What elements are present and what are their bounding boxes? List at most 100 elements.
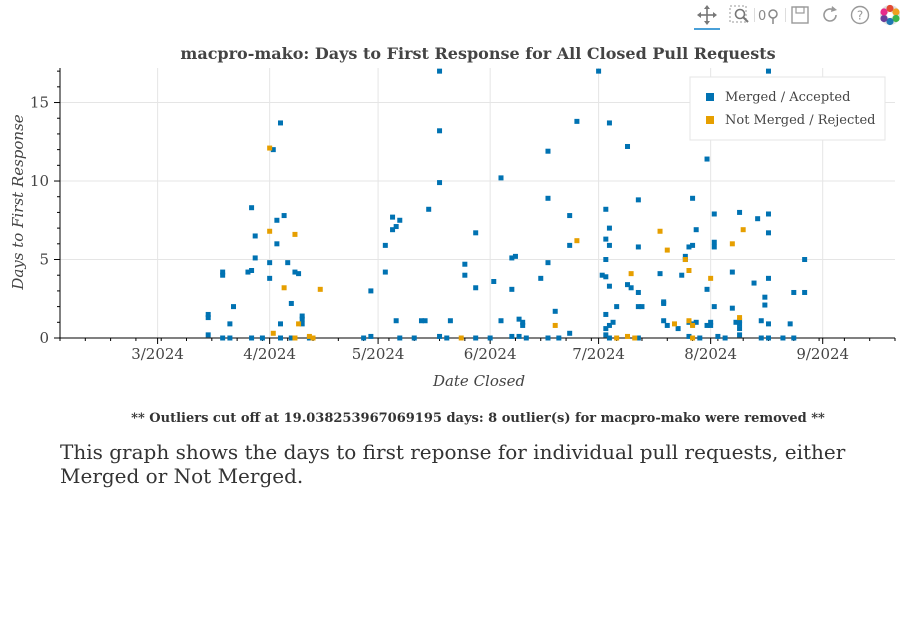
merged-point — [538, 275, 544, 281]
not-merged-point — [686, 268, 692, 273]
merged-point — [426, 206, 432, 212]
merged-point — [296, 271, 302, 277]
merged-point — [765, 335, 771, 341]
merged-point — [603, 236, 609, 242]
not-merged-point — [574, 238, 580, 244]
y-tick-label: 15 — [30, 94, 49, 112]
legend: Merged / Accepted Not Merged / Rejected — [689, 76, 886, 141]
merged-point — [523, 335, 529, 341]
not-merged-point — [708, 275, 714, 281]
merged-point — [657, 271, 663, 277]
legend-swatch — [706, 116, 714, 124]
merged-point — [545, 335, 551, 341]
legend-label: Not Merged / Rejected — [725, 113, 875, 128]
y-tick-label: 5 — [39, 251, 49, 269]
merged-point — [599, 272, 605, 278]
merged-point — [765, 321, 771, 327]
not-merged-point — [737, 315, 743, 321]
not-merged-point — [729, 241, 735, 247]
not-merged-point — [296, 321, 302, 327]
merged-point — [755, 216, 761, 222]
merged-point — [411, 335, 417, 341]
merged-point — [418, 318, 424, 324]
merged-point — [556, 335, 562, 341]
merged-point — [393, 224, 399, 230]
box-zoom-icon[interactable] — [726, 2, 752, 28]
merged-point — [220, 269, 226, 275]
merged-point — [679, 272, 685, 278]
save-icon[interactable] — [787, 2, 813, 28]
merged-point — [270, 147, 276, 153]
merged-point — [231, 304, 237, 310]
merged-point — [299, 316, 305, 322]
merged-point — [711, 211, 717, 217]
merged-point — [520, 319, 526, 325]
merged-point — [737, 209, 743, 215]
merged-point — [567, 242, 573, 248]
scatter-chart: macpro-mako: Days to First Response for … — [9, 44, 896, 426]
pan-icon[interactable] — [694, 2, 720, 30]
merged-point — [249, 335, 255, 341]
axes: 3/2024 4/2024 5/2024 6/2024 7/2024 8/2024 9/20… — [30, 68, 896, 363]
merged-point — [711, 239, 717, 245]
merged-point — [516, 333, 522, 339]
merged-point — [791, 335, 797, 341]
merged-point — [628, 285, 634, 291]
merged-point — [285, 260, 291, 266]
merged-point — [787, 321, 793, 327]
merged-point — [437, 68, 443, 74]
merged-point — [245, 269, 251, 275]
merged-point — [682, 253, 688, 259]
not-merged-point — [657, 228, 663, 234]
merged-point — [661, 300, 667, 306]
merged-point — [715, 333, 721, 339]
merged-point — [606, 322, 612, 328]
merged-point — [274, 241, 280, 247]
merged-point — [509, 333, 515, 339]
merged-point — [520, 322, 526, 328]
merged-point — [693, 227, 699, 233]
not-merged-point — [270, 330, 276, 336]
merged-point — [567, 213, 573, 219]
merged-point — [277, 321, 283, 327]
merged-point — [675, 326, 681, 332]
not-merged-point — [281, 285, 287, 291]
merged-point — [603, 274, 609, 280]
merged-point — [802, 289, 808, 295]
not-merged-point — [552, 322, 558, 328]
merged-point — [686, 333, 692, 339]
merged-point — [288, 335, 294, 341]
y-tick-label: 0 — [39, 329, 49, 347]
merged-point — [473, 230, 479, 236]
merged-point — [397, 217, 403, 223]
merged-point — [762, 302, 768, 308]
merged-point — [205, 315, 211, 321]
merged-point — [277, 120, 283, 126]
merged-point — [512, 253, 518, 259]
x-tick-label: 4/2024 — [243, 345, 296, 363]
merged-point — [733, 319, 739, 325]
wheel-zoom-icon[interactable]: 0 — [756, 2, 782, 28]
merged-point — [397, 335, 403, 341]
merged-point — [708, 319, 714, 325]
help-icon[interactable]: ? — [847, 2, 873, 28]
merged-point — [635, 197, 641, 203]
merged-point — [690, 242, 696, 248]
merged-point — [220, 272, 226, 278]
not-merged-point — [690, 335, 696, 341]
not-merged-point — [614, 335, 620, 341]
merged-point — [267, 275, 273, 281]
merged-point — [292, 269, 298, 275]
merged-point — [382, 269, 388, 275]
reset-icon[interactable] — [817, 2, 843, 28]
x-tick-label: 7/2024 — [572, 345, 625, 363]
bokeh-logo-icon[interactable] — [877, 2, 900, 28]
merged-point — [473, 335, 479, 341]
merged-point — [635, 244, 641, 250]
not-merged-point — [292, 231, 298, 237]
legend-box — [689, 76, 886, 141]
merged-point — [693, 319, 699, 325]
merged-point — [625, 143, 631, 149]
merged-point — [227, 321, 233, 327]
not-merged-point — [267, 228, 273, 234]
